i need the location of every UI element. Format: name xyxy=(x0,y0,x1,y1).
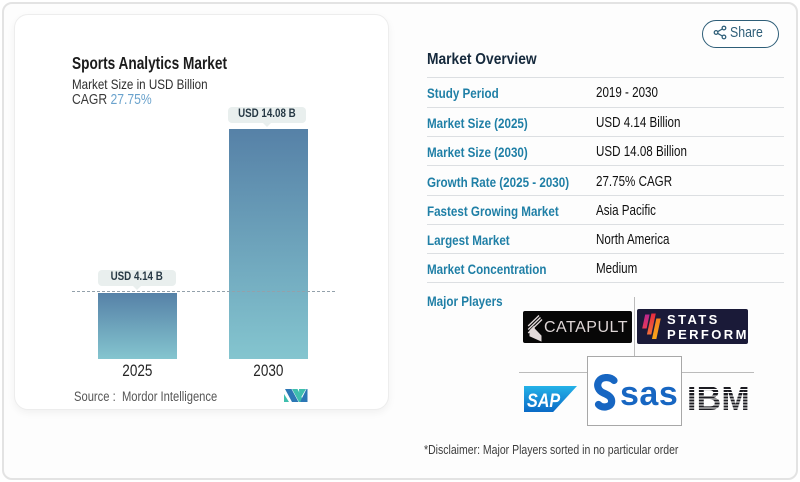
svg-text:sas: sas xyxy=(620,375,678,411)
